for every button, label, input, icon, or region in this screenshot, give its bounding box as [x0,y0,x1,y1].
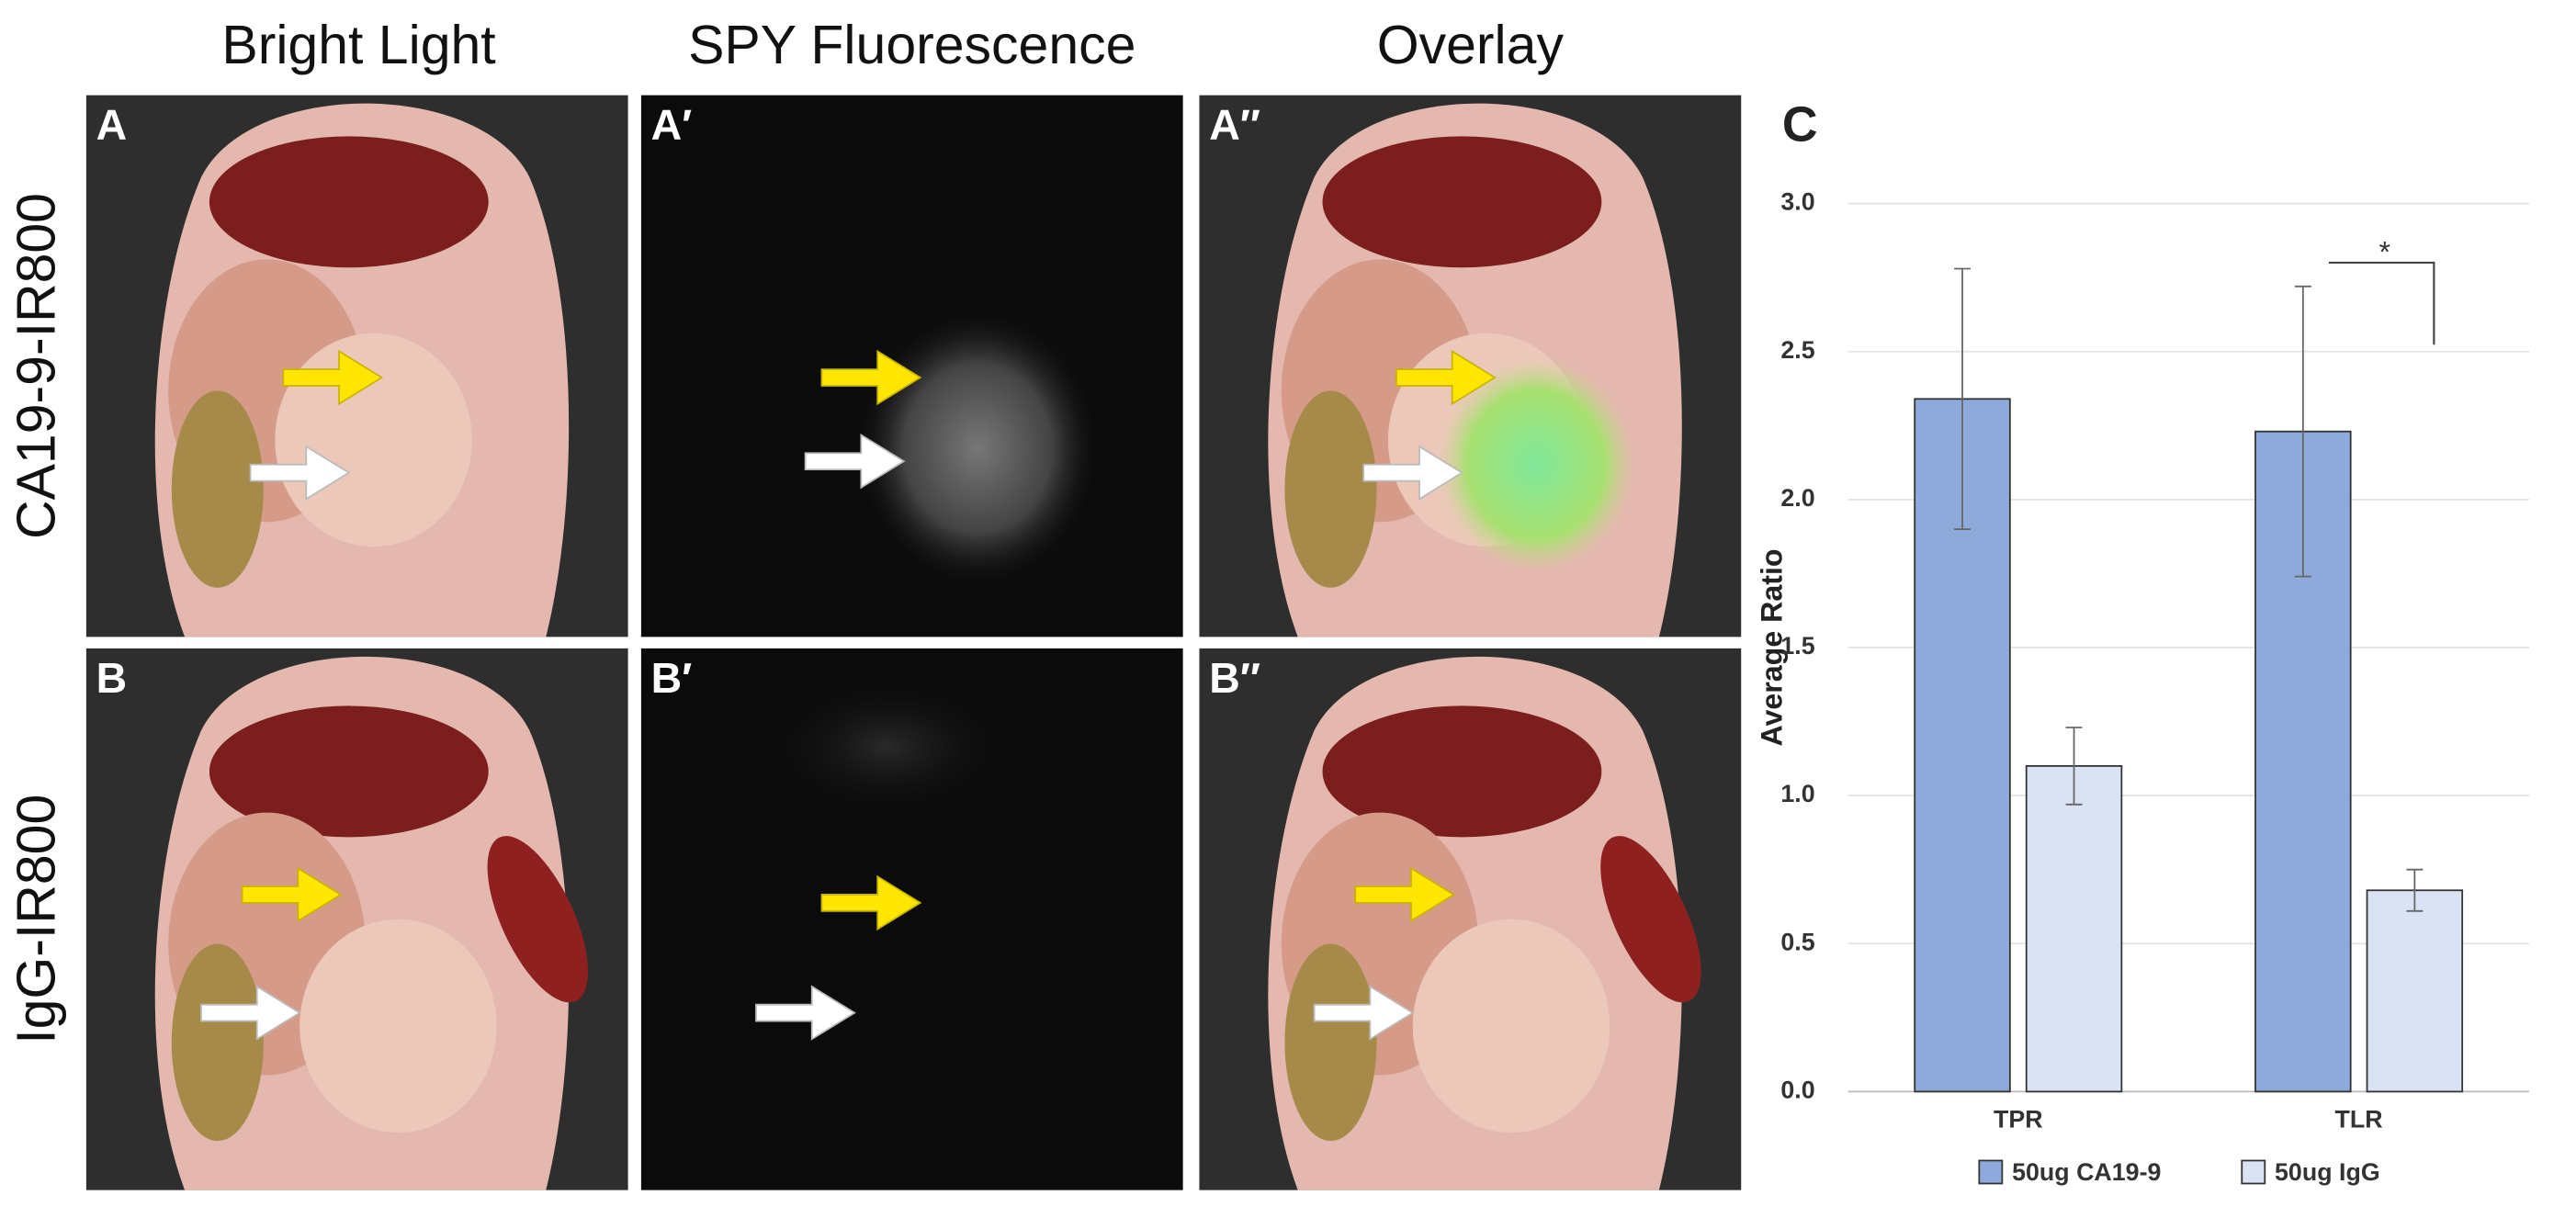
overlay-glow [1437,357,1635,571]
panel-label: B [96,654,128,702]
arrow [249,445,351,501]
arrow [1362,445,1464,501]
arrow [1354,866,1456,923]
y-tick-label: 0.0 [1780,1076,1814,1103]
y-tick-label: 0.5 [1780,928,1814,955]
arrow [241,866,343,923]
error-bar [1954,267,1971,530]
panel-label: B″ [1209,654,1260,702]
tumor [299,919,497,1133]
photo-panel: A″ [1199,95,1742,637]
organ-bowel [171,390,264,588]
significance-label: * [2378,235,2390,268]
legend-label: 50ug CA19-9 [2012,1158,2161,1186]
organ-bowel [1284,390,1377,588]
organ-liver [209,705,489,838]
panel-label: B′ [651,654,693,702]
organ-bowel [1284,943,1377,1142]
y-tick-label: 1.5 [1780,632,1814,660]
panel-label: A [96,101,128,149]
tumor [275,333,472,547]
x-tick-label: TLR [2335,1106,2383,1133]
photo-panel: A [85,95,628,637]
error-bar [2065,727,2083,806]
y-tick-label: 1.0 [1780,780,1814,807]
arrow [820,874,922,931]
bar [2025,765,2123,1093]
panel-label: A″ [1209,101,1260,149]
fluorescence-glow [854,308,1102,588]
bar [2254,430,2352,1093]
photo-panel: A′ [640,95,1183,637]
column-header: SPY Fluorescence [688,16,1135,75]
organ-liver [1322,136,1602,268]
error-bar [2406,868,2423,912]
photo-panel: B″ [1199,648,1742,1190]
arrow [820,349,922,406]
organ-bowel [171,943,264,1142]
row-label: IgG-IR800 [6,795,66,1044]
significance-bracket [2328,261,2435,345]
spleen [487,836,589,1003]
legend-label: 50ug IgG [2275,1158,2380,1186]
arrow [1395,349,1497,406]
spleen [1600,836,1701,1003]
arrow [755,985,856,1041]
row-label: CA19-9-IR800 [6,193,66,539]
organ-liver [1322,705,1602,838]
y-axis-title: Average Ratio [1755,548,1788,746]
y-tick-label: 2.5 [1780,336,1814,364]
legend-swatch [1978,1159,2004,1185]
panel-label: C [1782,97,1818,152]
arrow [1313,985,1415,1041]
legend-swatch [2241,1159,2266,1185]
bar [2366,889,2464,1093]
photo-panel: B′ [640,648,1183,1190]
panel-label: A′ [651,101,693,149]
organ-liver [209,136,489,268]
tumor [1412,919,1610,1133]
y-tick-label: 3.0 [1780,188,1814,216]
arrow [200,985,301,1041]
y-tick-label: 2.0 [1780,484,1814,512]
arrow [282,349,384,406]
photo-panel: B [85,648,628,1190]
fluorescence-glow [755,672,1019,821]
x-tick-label: TPR [1994,1106,2043,1133]
error-bar [2294,285,2311,578]
column-header: Bright Light [221,16,495,75]
arrow [804,433,906,490]
column-header: Overlay [1377,16,1565,75]
